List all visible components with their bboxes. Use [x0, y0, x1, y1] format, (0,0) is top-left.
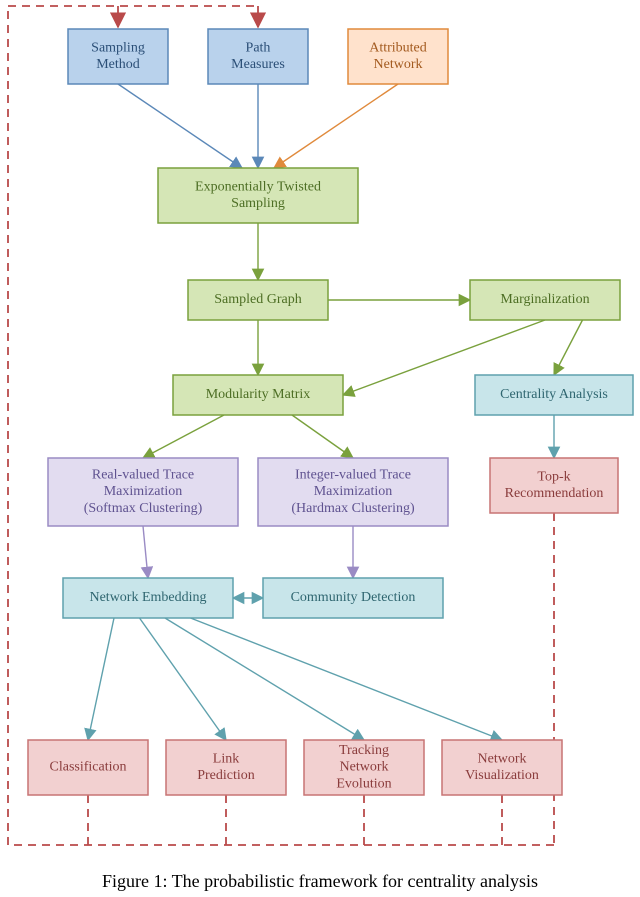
feedback-loop [8, 6, 554, 845]
edge-net_embed-link_pred [140, 618, 227, 740]
node-real_trace-label-2: (Softmax Clustering) [84, 501, 203, 516]
node-marginalization: Marginalization [470, 280, 620, 320]
edge-net_embed-classification [88, 618, 114, 740]
node-tracking-label-2: Evolution [336, 777, 391, 792]
node-path_measures: Path Measures [208, 29, 308, 84]
node-attributed_network-label-1: Network [374, 57, 423, 72]
node-exp_twisted: Exponentially Twisted Sampling [158, 168, 358, 223]
node-link_pred: Link Prediction [166, 740, 286, 795]
node-marginalization-label-0: Marginalization [500, 292, 589, 307]
node-real_trace-label-1: Maximization [104, 484, 183, 499]
figure-caption: Figure 1: The probabilistic framework fo… [0, 871, 640, 892]
edge-sampling_method-exp_twisted [118, 84, 242, 168]
node-attributed_network-label-0: Attributed [369, 40, 427, 55]
node-sampled_graph: Sampled Graph [188, 280, 328, 320]
node-int_trace-label-2: (Hardmax Clustering) [291, 501, 415, 516]
node-classification: Classification [28, 740, 148, 795]
node-real_trace: Real-valued Trace Maximization (Softmax Cl… [48, 458, 238, 526]
node-tracking: Tracking Network Evolution [304, 740, 424, 795]
node-comm_detect-label-0: Community Detection [291, 590, 416, 605]
node-link_pred-label-0: Link [213, 751, 239, 766]
node-net_embed: Network Embedding [63, 578, 233, 618]
node-attributed_network: Attributed Network [348, 29, 448, 84]
node-sampling_method-label-0: Sampling [91, 40, 145, 55]
node-int_trace-label-1: Maximization [314, 484, 393, 499]
node-net_viz-label-1: Visualization [465, 768, 539, 783]
node-exp_twisted-label-0: Exponentially Twisted [195, 179, 321, 194]
edge-net_embed-tracking [165, 618, 364, 740]
node-int_trace-label-0: Integer-valued Trace [295, 467, 411, 482]
edge-modularity-int_trace [292, 415, 353, 458]
node-path_measures-label-1: Measures [231, 57, 285, 72]
node-net_viz-label-0: Network [478, 751, 527, 766]
node-modularity-label-0: Modularity Matrix [206, 387, 311, 402]
edge-net_embed-net_viz [191, 618, 503, 740]
node-topk: Top-k Recommendation [490, 458, 618, 513]
node-net_viz: Network Visualization [442, 740, 562, 795]
edge-real_trace-net_embed [143, 526, 148, 578]
node-link_pred-label-1: Prediction [197, 768, 255, 783]
node-path_measures-label-0: Path [246, 40, 271, 55]
node-topk-label-0: Top-k [537, 469, 570, 484]
node-centrality: Centrality Analysis [475, 375, 633, 415]
node-centrality-label-0: Centrality Analysis [500, 387, 608, 402]
edge-modularity-real_trace [143, 415, 224, 458]
edge-marginalization-centrality [554, 320, 583, 375]
framework-diagram: Sampling Method Path Measures Attributed Netw… [0, 0, 640, 867]
node-exp_twisted-label-1: Sampling [231, 196, 285, 211]
node-tracking-label-1: Network [340, 760, 389, 775]
node-real_trace-label-0: Real-valued Trace [92, 467, 194, 482]
edge-attributed_network-exp_twisted [274, 84, 398, 168]
node-int_trace: Integer-valued Trace Maximization (Hardmax… [258, 458, 448, 526]
node-tracking-label-0: Tracking [339, 743, 389, 758]
node-sampling_method: Sampling Method [68, 29, 168, 84]
node-net_embed-label-0: Network Embedding [89, 590, 206, 605]
node-modularity: Modularity Matrix [173, 375, 343, 415]
node-sampling_method-label-1: Method [96, 57, 140, 72]
node-topk-label-1: Recommendation [505, 486, 604, 501]
node-comm_detect: Community Detection [263, 578, 443, 618]
node-sampled_graph-label-0: Sampled Graph [214, 292, 301, 307]
node-classification-label-0: Classification [50, 760, 127, 775]
